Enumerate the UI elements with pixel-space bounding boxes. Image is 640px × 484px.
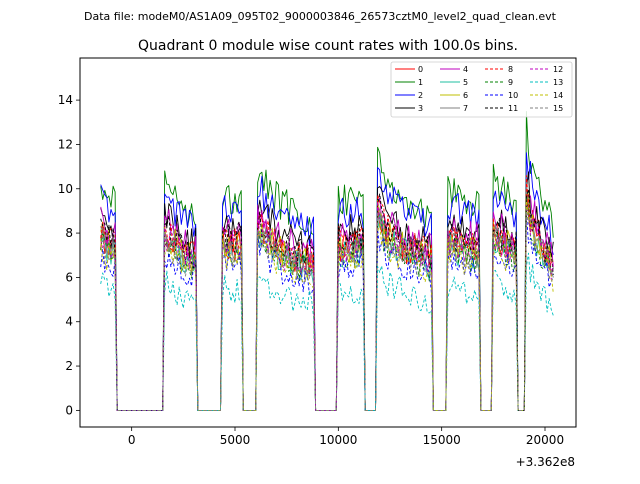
legend-label-13: 13 <box>553 78 563 87</box>
legend-label-6: 6 <box>463 91 468 100</box>
chart-title: Quadrant 0 module wise count rates with … <box>138 38 518 54</box>
x-tick-label: 0 <box>128 433 136 447</box>
series-line-15 <box>100 208 554 411</box>
legend-label-7: 7 <box>463 104 468 113</box>
legend-label-10: 10 <box>508 91 518 100</box>
y-tick-label: 2 <box>65 359 73 373</box>
legend-label-12: 12 <box>553 65 563 74</box>
x-tick-label: 15000 <box>423 433 461 447</box>
legend-label-1: 1 <box>418 78 423 87</box>
y-tick-label: 12 <box>58 137 73 151</box>
legend-box <box>390 61 573 118</box>
series-line-13 <box>100 252 554 411</box>
x-tick-label: 20000 <box>526 433 564 447</box>
y-tick-label: 10 <box>58 182 73 196</box>
legend-label-0: 0 <box>418 65 423 74</box>
y-axis: 0 2 4 6 8 10 12 14 <box>58 93 80 417</box>
y-tick-label: 0 <box>65 403 73 417</box>
legend-label-9: 9 <box>508 78 513 87</box>
legend-label-11: 11 <box>508 104 518 113</box>
legend-label-4: 4 <box>463 65 468 74</box>
legend-label-15: 15 <box>553 104 563 113</box>
legend-label-5: 5 <box>463 78 468 87</box>
y-tick-label: 6 <box>65 270 73 284</box>
x-tick-label: 10000 <box>319 433 357 447</box>
series-layer <box>100 110 554 411</box>
y-tick-label: 4 <box>65 315 73 329</box>
legend-label-8: 8 <box>508 65 513 74</box>
plot-frame <box>79 57 577 428</box>
chart-suptitle: Data file: modeM0/AS1A09_095T02_90000038… <box>84 10 557 23</box>
x-offset-label: +3.362e8 <box>516 455 575 469</box>
legend-label-2: 2 <box>418 91 423 100</box>
y-tick-label: 14 <box>58 93 73 107</box>
y-tick-label: 8 <box>65 226 73 240</box>
legend-label-3: 3 <box>418 104 423 113</box>
x-axis: 0 5000 10000 15000 20000 <box>128 427 564 447</box>
x-tick-label: 5000 <box>220 433 251 447</box>
legend-label-14: 14 <box>553 91 563 100</box>
